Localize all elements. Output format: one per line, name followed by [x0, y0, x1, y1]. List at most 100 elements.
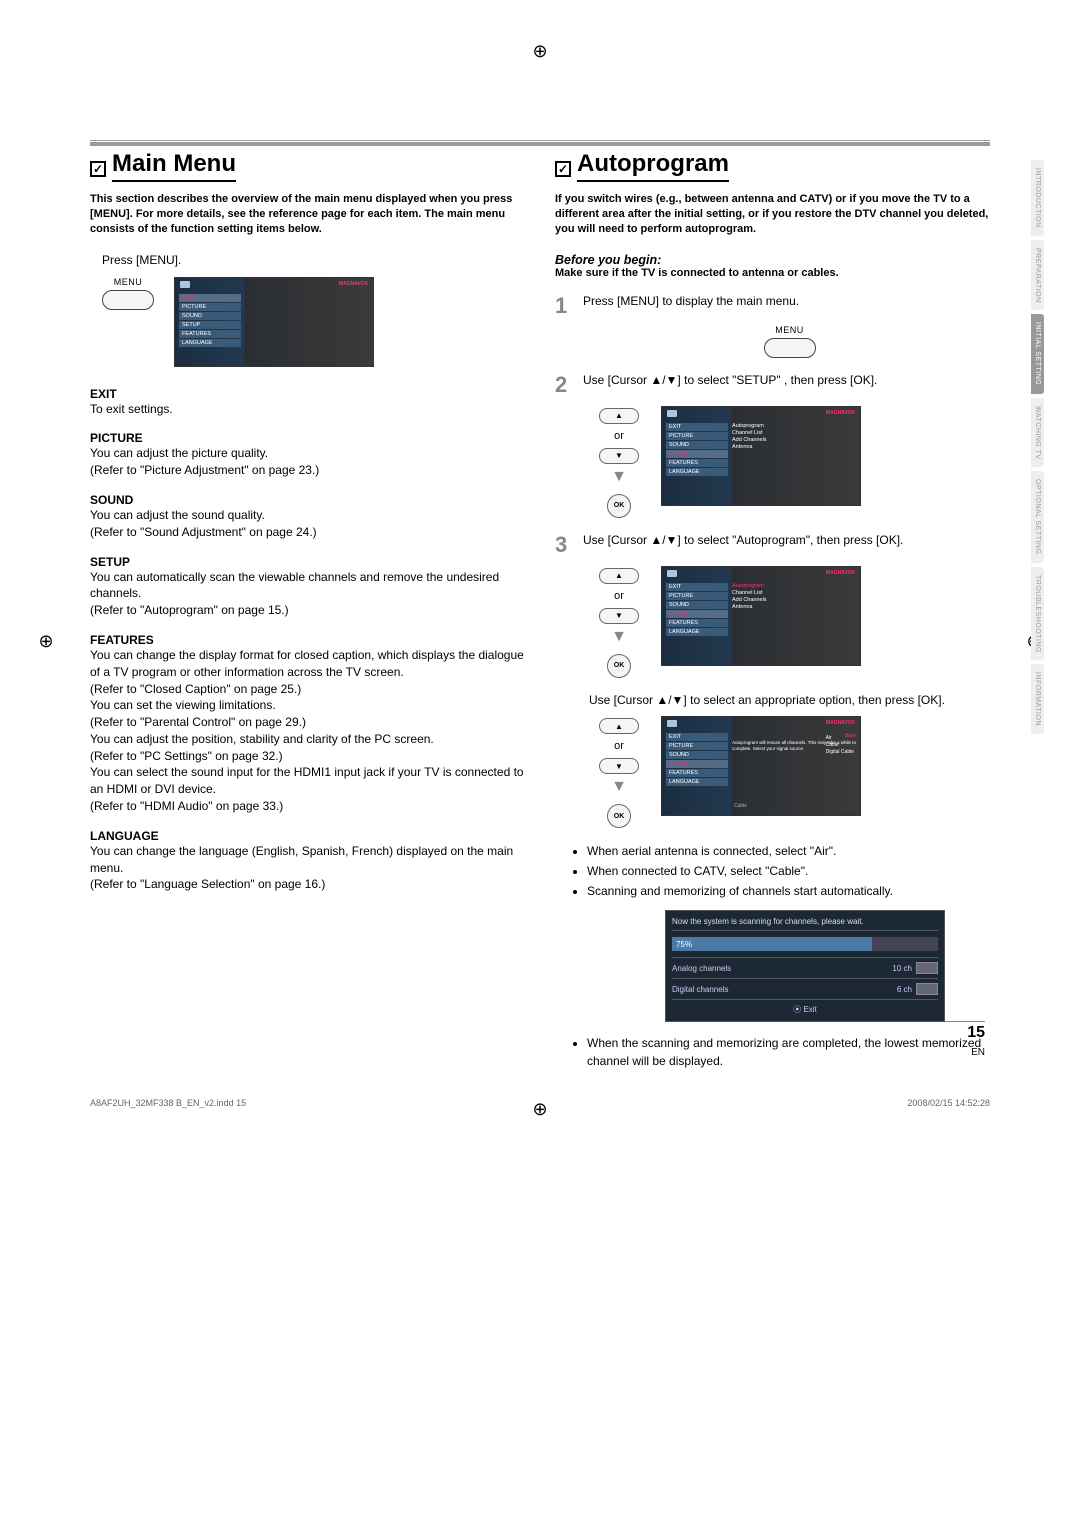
- tv-screen-autoprogram: MAGNAVOX EXIT PICTURE SOUND SETUP FEATUR…: [661, 566, 861, 666]
- step-1: 1 Press [MENU] to display the main menu.: [555, 293, 990, 319]
- ok-button-icon: OK: [607, 804, 631, 828]
- term-setup: SETUPYou can automatically scan the view…: [90, 555, 525, 619]
- scan-digital-label: Digital channels: [672, 985, 728, 994]
- term-head: PICTURE: [90, 431, 525, 445]
- tv-menu-item: SETUP: [179, 321, 241, 329]
- tv-logo-icon: [667, 410, 677, 417]
- tv-submenu-item: Autoprogram: [732, 583, 856, 589]
- tv-menu-list: EXIT PICTURE SOUND SETUP FEATURES LANGUA…: [179, 282, 241, 362]
- cursor-down-icon: ▼: [599, 608, 639, 624]
- pill-button-icon: [764, 338, 816, 358]
- page-language: EN: [971, 1047, 985, 1058]
- or-text: or: [614, 430, 624, 442]
- press-menu-text: Press [MENU].: [102, 253, 525, 267]
- tv-menu-item: FEATURES: [666, 459, 728, 467]
- arrow-controls: ▲ or ▼ ▼ OK: [589, 406, 649, 518]
- tv-submenu-item: Channel List: [732, 590, 856, 596]
- pill-button-icon: [102, 290, 154, 310]
- bullet-item: When aerial antenna is connected, select…: [587, 842, 990, 860]
- term-head: SETUP: [90, 555, 525, 569]
- term-body: You can adjust the sound quality. (Refer…: [90, 507, 525, 541]
- ok-button-icon: OK: [607, 494, 631, 518]
- tv-menu-item: SOUND: [666, 751, 728, 759]
- scan-title: Now the system is scanning for channels,…: [672, 917, 938, 931]
- tv-menu-item: PICTURE: [179, 303, 241, 311]
- footer-file: A8AF2UH_32MF338 B_EN_v2.indd 15: [90, 1098, 246, 1108]
- main-menu-heading: ✓ Main Menu: [90, 150, 525, 182]
- tv-menu-item: PICTURE: [666, 432, 728, 440]
- step-text: Use [Cursor ▲/▼] to select "Autoprogram"…: [583, 532, 990, 558]
- tv-menu-item: EXIT: [666, 583, 728, 591]
- tv-submenu: Autoprogram Channel List Add Channels An…: [728, 411, 856, 501]
- step-text: Press [MENU] to display the main menu.: [583, 293, 990, 319]
- menu-button-label: MENU: [775, 325, 804, 335]
- tv-submenu-item: Antenna: [732, 444, 856, 450]
- tv-menu-item: LANGUAGE: [179, 339, 241, 347]
- tv-logo-icon: [667, 570, 677, 577]
- menu-illustration-row: MENU MAGNAVOX EXIT PICTURE SOUND SETUP F…: [102, 277, 525, 367]
- ok-button-icon: OK: [607, 654, 631, 678]
- tv-screen-options: MAGNAVOX EXIT PICTURE SOUND SETUP FEATUR…: [661, 716, 861, 816]
- tv-brand: MAGNAVOX: [826, 720, 855, 726]
- term-body: To exit settings.: [90, 401, 525, 418]
- tv-menu-list: EXIT PICTURE SOUND SETUP FEATURES LANGUA…: [666, 571, 728, 661]
- tv-menu-item: EXIT: [666, 733, 728, 741]
- tv-menu-item: LANGUAGE: [666, 468, 728, 476]
- cable-illustration-label: Cable: [734, 803, 747, 809]
- term-head: FEATURES: [90, 633, 525, 647]
- tv-menu-list: EXIT PICTURE SOUND SETUP FEATURES LANGUA…: [666, 721, 728, 811]
- scan-progress-box: Now the system is scanning for channels,…: [665, 910, 945, 1022]
- option-bullets: When aerial antenna is connected, select…: [573, 842, 990, 900]
- main-menu-intro: This section describes the overview of t…: [90, 192, 525, 237]
- scan-analog-count: 10 ch: [892, 964, 912, 973]
- bullet-item: When the scanning and memorizing are com…: [587, 1034, 990, 1070]
- tv-menu-item: PICTURE: [666, 742, 728, 750]
- tv-submenu: Autoprogram Channel List Add Channels An…: [728, 571, 856, 661]
- scan-digital-row: Digital channels 6 ch: [672, 978, 938, 999]
- tv-menu-item: FEATURES: [179, 330, 241, 338]
- step3-visual: ▲ or ▼ ▼ OK MAGNAVOX EXIT PICTURE SOUND …: [589, 566, 990, 678]
- arrow-controls: ▲ or ▼ ▼ OK: [589, 566, 649, 678]
- cursor-up-icon: ▲: [599, 568, 639, 584]
- check-icon: ✓: [555, 161, 571, 177]
- term-body: You can adjust the picture quality. (Ref…: [90, 445, 525, 479]
- term-body: You can change the display format for cl…: [90, 647, 525, 815]
- channel-thumb-icon: [916, 983, 938, 995]
- tv-brand: MAGNAVOX: [339, 281, 368, 287]
- tv-submenu-item: Add Channels: [732, 437, 856, 443]
- tv-menu-item: SETUP: [666, 760, 728, 768]
- tv-menu-item: EXIT: [179, 294, 241, 302]
- scan-exit-label: Exit: [803, 1005, 816, 1014]
- page-number-block: 15 EN: [945, 1021, 985, 1060]
- down-triangle-icon: ▼: [611, 778, 627, 796]
- term-features: FEATURESYou can change the display forma…: [90, 633, 525, 815]
- step-number: 3: [555, 532, 575, 558]
- term-exit: EXITTo exit settings.: [90, 387, 525, 418]
- tv-menu-item: EXIT: [666, 423, 728, 431]
- page-body: ✓ Main Menu This section describes the o…: [0, 0, 1080, 1160]
- menu-button-label: MENU: [114, 277, 143, 287]
- tv-menu-item: SETUP: [666, 610, 728, 618]
- tv-option: Digital Cable: [826, 749, 854, 755]
- footer-timestamp: 2008/02/15 14:52:28: [907, 1098, 990, 1108]
- term-head: LANGUAGE: [90, 829, 525, 843]
- tv-submenu-item: Add Channels: [732, 597, 856, 603]
- autoprogram-intro: If you switch wires (e.g., between anten…: [555, 192, 990, 237]
- tv-menu-item: SOUND: [666, 441, 728, 449]
- down-triangle-icon: ▼: [611, 468, 627, 486]
- tv-menu-item: PICTURE: [666, 592, 728, 600]
- check-icon: ✓: [90, 161, 106, 177]
- footer: A8AF2UH_32MF338 B_EN_v2.indd 15 2008/02/…: [90, 1098, 990, 1108]
- tv-menu-item: SETUP: [666, 450, 728, 458]
- term-head: EXIT: [90, 387, 525, 401]
- channel-thumb-icon: [916, 962, 938, 974]
- tv-menu-item: LANGUAGE: [666, 628, 728, 636]
- step-number: 2: [555, 372, 575, 398]
- step-text: Use [Cursor ▲/▼] to select "SETUP" , the…: [583, 372, 990, 398]
- scan-analog-label: Analog channels: [672, 964, 731, 973]
- cursor-up-icon: ▲: [599, 408, 639, 424]
- tv-source-options: Air Cable Digital Cable: [826, 735, 854, 755]
- step3b-visual: ▲ or ▼ ▼ OK MAGNAVOX EXIT PICTURE SOUND …: [589, 716, 990, 828]
- term-picture: PICTUREYou can adjust the picture qualit…: [90, 431, 525, 479]
- bullet-item: Scanning and memorizing of channels star…: [587, 882, 990, 900]
